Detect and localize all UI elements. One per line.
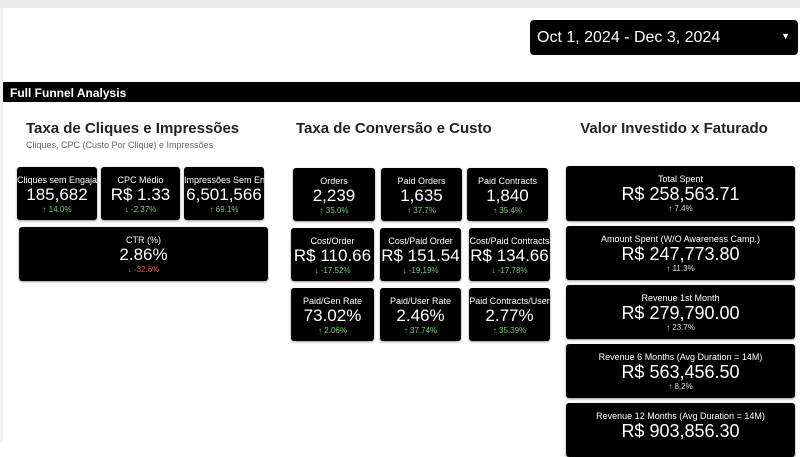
- conversion-kpi-card: Paid Orders 1,635 ↑ 37.7%: [381, 168, 462, 221]
- top-strip: [0, 0, 800, 8]
- kpi-label: Orders: [320, 176, 348, 186]
- conversion-kpi-card: Cost/Order R$ 110.66 ↓ -17.52%: [291, 228, 374, 281]
- invested-kpi-card: Total Spent R$ 258,563.71 ↑ 7.4%: [566, 166, 795, 221]
- invested-kpi-card: Revenue 1st Month R$ 279,790.00 ↑ 23.7%: [566, 285, 795, 339]
- kpi-value: 185,682: [26, 185, 88, 204]
- kpi-value: R$ 247,773.80: [621, 244, 740, 264]
- kpi-delta: ↓ -32.6%: [127, 265, 160, 274]
- kpi-value: R$ 134.66: [470, 246, 549, 265]
- kpi-value: 6,501,566: [186, 185, 262, 204]
- kpi-delta: ↑ 37.74%: [403, 326, 438, 335]
- kpi-delta: ↓ -17.78%: [491, 266, 528, 275]
- kpi-label: CPC Médio: [117, 175, 164, 185]
- kpi-value: R$ 110.66: [293, 246, 372, 265]
- kpi-label: Revenue 12 Months (Avg Duration = 14M): [596, 411, 765, 421]
- date-range-picker[interactable]: Oct 1, 2024 - Dec 3, 2024 ▼: [530, 20, 798, 55]
- kpi-delta: ↑ 11.3%: [666, 264, 695, 273]
- clicks-kpi-card: Cliques sem Engajamento 185,682 ↑ 14.0%: [17, 167, 97, 220]
- kpi-delta: ↓ -2.37%: [124, 205, 157, 214]
- conversion-kpi-card: Cost/Paid Order R$ 151.54 ↓ -19.19%: [380, 228, 461, 281]
- kpi-delta: ↑ 35.4%: [493, 206, 522, 215]
- kpi-value: R$ 1.33: [110, 185, 171, 204]
- clicks-kpi-card: CPC Médio R$ 1.33 ↓ -2.37%: [101, 167, 180, 220]
- kpi-label: Revenue 6 Months (Avg Duration = 14M): [598, 352, 763, 362]
- invested-kpi-card: Revenue 6 Months (Avg Duration = 14M) R$…: [566, 344, 795, 398]
- conversion-kpi-card: Orders 2,239 ↑ 35.0%: [293, 168, 375, 221]
- kpi-value: 2.77%: [485, 306, 534, 325]
- clicks-kpi-card: CTR (%) 2.86% ↓ -32.6%: [19, 227, 268, 281]
- kpi-delta: ↓ -19.19%: [402, 266, 439, 275]
- kpi-label: Cost/Order: [310, 236, 355, 246]
- left-edge: [0, 8, 3, 443]
- kpi-label: Amount Spent (W/O Awareness Camp.): [601, 234, 760, 244]
- kpi-value: 2,239: [312, 186, 356, 205]
- kpi-delta: ↑ 35.0%: [319, 206, 349, 215]
- kpi-value: 73.02%: [303, 306, 362, 325]
- kpi-label: Paid Contracts/User: [469, 296, 550, 306]
- clicks-title: Taxa de Cliques e Impressões: [26, 120, 240, 137]
- kpi-value: 1,840: [486, 186, 529, 205]
- kpi-label: Cost/Paid Order: [388, 236, 453, 246]
- kpi-label: Paid Contracts: [477, 176, 538, 186]
- conversion-kpi-card: Paid/User Rate 2.46% ↑ 37.74%: [380, 288, 461, 341]
- kpi-label: Total Spent: [657, 174, 704, 184]
- kpi-label: Cliques sem Engajamento: [17, 175, 97, 185]
- kpi-delta: ↑ 7.4%: [668, 204, 693, 213]
- kpi-label: Paid/Gen Rate: [302, 296, 363, 306]
- kpi-delta: ↑ 35.39%: [492, 326, 527, 335]
- kpi-delta: ↑ 37.7%: [407, 206, 436, 215]
- kpi-label: Paid Orders: [397, 176, 446, 186]
- kpi-value: 2.86%: [119, 245, 168, 264]
- kpi-delta: ↑ 2.06%: [318, 326, 347, 335]
- kpi-label: Paid/User Rate: [389, 296, 452, 306]
- kpi-value: 2.46%: [396, 306, 445, 325]
- kpi-value: 1,635: [400, 186, 443, 205]
- kpi-value: R$ 563,456.50: [621, 362, 740, 382]
- conversion-kpi-card: Paid Contracts 1,840 ↑ 35.4%: [467, 168, 548, 221]
- invested-title: Valor Investido x Faturado: [580, 120, 768, 137]
- kpi-label: CTR (%): [126, 235, 161, 245]
- kpi-delta: ↑ 69.1%: [209, 205, 239, 214]
- dropdown-caret-icon: ▼: [781, 31, 790, 41]
- clicks-subtitle: Cliques, CPC (Custo Por Clique) e Impres…: [26, 140, 214, 150]
- conversion-title: Taxa de Conversão e Custo: [296, 120, 492, 137]
- section-header: Full Funnel Analysis: [3, 82, 800, 102]
- clicks-kpi-card: Impressões Sem Engajamento 6,501,566 ↑ 6…: [184, 167, 264, 220]
- invested-kpi-card: Revenue 12 Months (Avg Duration = 14M) R…: [566, 403, 795, 457]
- kpi-value: R$ 258,563.71: [621, 184, 740, 204]
- kpi-label: Impressões Sem Engajamento: [184, 175, 264, 185]
- date-range-value: Oct 1, 2024 - Dec 3, 2024: [537, 28, 721, 46]
- kpi-delta: ↑ 23.7%: [666, 323, 695, 332]
- kpi-label: Cost/Paid Contracts: [469, 236, 550, 246]
- kpi-delta: ↓ -17.52%: [314, 266, 351, 275]
- kpi-delta: ↑ 8.2%: [668, 382, 693, 391]
- kpi-value: R$ 279,790.00: [621, 303, 740, 323]
- kpi-value: R$ 151.54: [381, 246, 460, 265]
- conversion-kpi-card: Paid/Gen Rate 73.02% ↑ 2.06%: [291, 288, 374, 341]
- kpi-label: Revenue 1st Month: [641, 293, 720, 303]
- kpi-delta: ↑ 14.0%: [42, 205, 72, 214]
- conversion-kpi-card: Cost/Paid Contracts R$ 134.66 ↓ -17.78%: [469, 228, 550, 281]
- kpi-value: R$ 903,856.30: [621, 421, 740, 441]
- conversion-kpi-card: Paid Contracts/User 2.77% ↑ 35.39%: [469, 288, 550, 341]
- invested-kpi-card: Amount Spent (W/O Awareness Camp.) R$ 24…: [566, 226, 795, 280]
